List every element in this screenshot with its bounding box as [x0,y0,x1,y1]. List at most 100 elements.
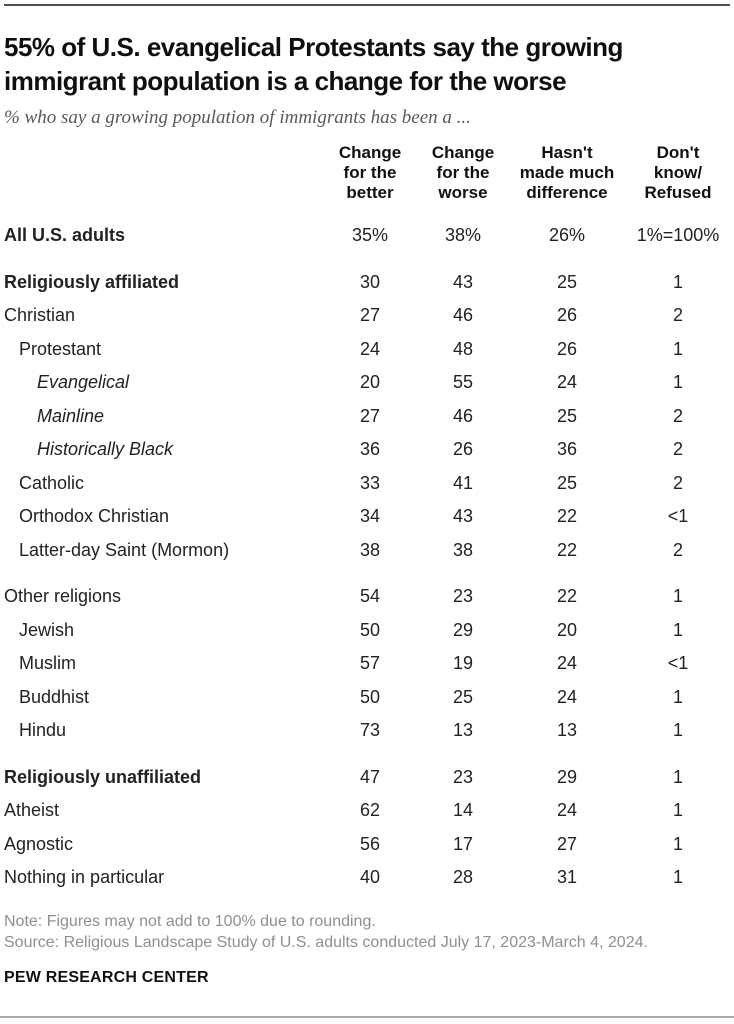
cell-value: 13 [556,720,578,741]
cell-value: 27 [359,405,381,426]
cell-value: 56 [359,833,381,854]
table-row: Catholic 33 41 25 2 [4,467,730,501]
cell-value: 73 [359,720,381,741]
page-title-line: immigrant population is a change for the… [4,66,567,96]
column-header-dont-know: Don't know/ Refused [644,143,712,202]
cell-value: 31 [556,867,578,888]
cell-value: 2 [672,539,683,560]
cell-value: 22 [556,539,578,560]
cell-value: 30 [359,271,381,292]
cell-value: 25 [452,686,474,707]
bottom-divider [0,1016,734,1018]
cell-value: 57 [359,653,381,674]
row-label: Religiously unaffiliated [4,766,202,787]
cell-value: 43 [452,271,474,292]
cell-value: 14 [452,800,474,821]
row-label: Orthodox Christian [19,506,170,527]
cell-value: 1 [672,766,683,787]
page-title-line: 55% of U.S. evangelical Protestants say … [4,32,623,62]
cell-value: 25 [556,405,578,426]
page-subtitle: % who say a growing population of immigr… [4,107,471,128]
row-label: Jewish [19,619,75,640]
table-row: Religiously unaffiliated 47 23 29 1 [4,761,730,795]
table-row: Evangelical 20 55 24 1 [4,366,730,400]
table-row: Historically Black 36 26 36 2 [4,433,730,467]
cell-value: 29 [556,766,578,787]
cell-value: 22 [556,506,578,527]
cell-value: 22 [556,586,578,607]
note-text: Note: Figures may not add to 100% due to… [4,912,376,930]
cell-value: 1 [672,586,683,607]
cell-value: <1 [667,653,689,674]
cell-value: 23 [452,766,474,787]
cell-value: 26 [452,439,474,460]
table-row: Other religions 54 23 22 1 [4,580,730,614]
cell-value: 1 [672,372,683,393]
cell-value: 1 [672,619,683,640]
row-label: Christian [4,305,76,326]
row-label: Latter-day Saint (Mormon) [19,539,230,560]
cell-value: 1 [672,686,683,707]
table-row: Buddhist 50 25 24 1 [4,681,730,715]
table-body: All U.S. adults 35% 38% 26% 1%=100% Reli… [4,219,730,895]
cell-value: 2 [672,305,683,326]
table-row: Latter-day Saint (Mormon) 38 38 22 2 [4,534,730,568]
cell-value: 24 [556,800,578,821]
source-text: Source: Religious Landscape Study of U.S… [4,934,648,951]
top-divider [4,4,730,6]
column-header-no-difference: Hasn't made much difference [519,143,615,202]
column-header-change-better: Change for the better [338,143,402,202]
table-header: Change for the better Change for the wor… [4,143,730,203]
cell-value: 24 [556,372,578,393]
table-row: Protestant 24 48 26 1 [4,333,730,367]
cell-value: 50 [359,686,381,707]
cell-value: 1 [672,720,683,741]
cell-value: 27 [556,833,578,854]
cell-value: 20 [556,619,578,640]
table-row: Muslim 57 19 24 <1 [4,647,730,681]
cell-value: 1 [672,833,683,854]
cell-value: 26 [556,338,578,359]
table-row: Hindu 73 13 13 1 [4,714,730,748]
row-label: Muslim [19,653,76,674]
row-label: Historically Black [37,439,174,460]
cell-value: 46 [452,405,474,426]
cell-value: 20 [359,372,381,393]
cell-value: 26 [556,305,578,326]
row-label: Protestant [19,338,102,359]
cell-value: 55 [452,372,474,393]
page-title: 55% of U.S. evangelical Protestants say … [4,30,730,98]
cell-value: 26% [548,225,586,246]
cell-value: 54 [359,586,381,607]
row-label: All U.S. adults [4,225,126,246]
cell-value: 35% [351,225,389,246]
cell-value: 1 [672,800,683,821]
cell-value: 29 [452,619,474,640]
cell-value: 2 [672,405,683,426]
cell-value: 38 [359,539,381,560]
row-label: Mainline [37,405,105,426]
cell-value: 24 [556,653,578,674]
cell-value: 1 [672,338,683,359]
table-row: All U.S. adults 35% 38% 26% 1%=100% [4,219,730,253]
table-row: Orthodox Christian 34 43 22 <1 [4,500,730,534]
row-label: Religiously affiliated [4,271,180,292]
cell-value: 36 [556,439,578,460]
brand-wordmark: PEW RESEARCH CENTER [4,968,209,986]
cell-value: 24 [359,338,381,359]
infographic: 55% of U.S. evangelical Protestants say … [0,4,734,1018]
cell-value: 46 [452,305,474,326]
cell-value: 38 [452,539,474,560]
table-row: Agnostic 56 17 27 1 [4,828,730,862]
row-label: Buddhist [19,686,90,707]
cell-value: 23 [452,586,474,607]
cell-value: 38% [444,225,482,246]
table-row: Christian 27 46 26 2 [4,299,730,333]
cell-value: 48 [452,338,474,359]
cell-value: 36 [359,439,381,460]
row-label: Atheist [4,800,60,821]
row-label: Catholic [19,472,85,493]
cell-value: 25 [556,472,578,493]
cell-value: 13 [452,720,474,741]
row-label: Hindu [19,720,67,741]
